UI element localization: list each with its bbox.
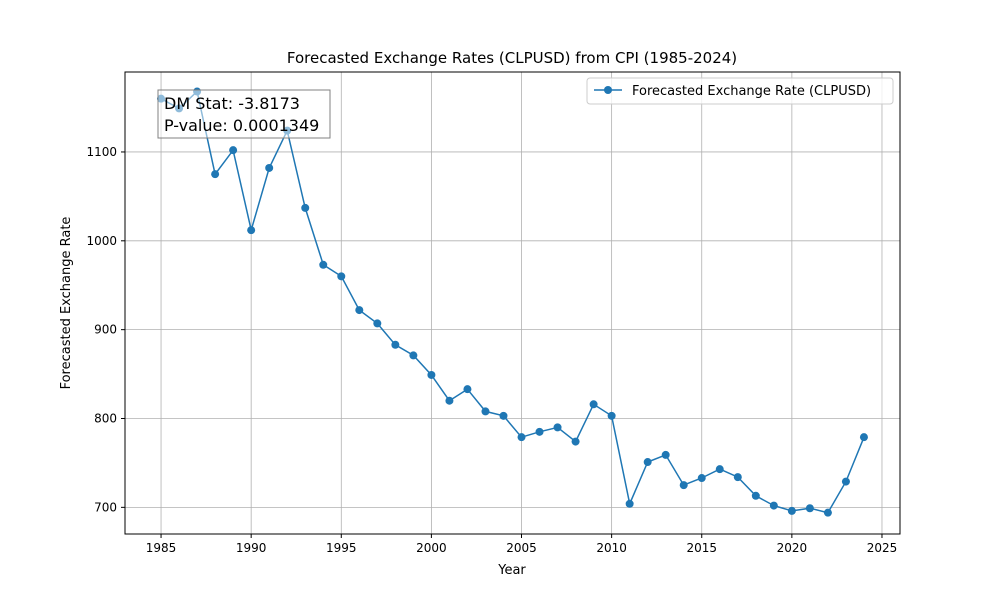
data-point bbox=[409, 351, 418, 360]
data-point bbox=[607, 411, 616, 420]
data-point bbox=[751, 491, 760, 500]
y-tick-label: 700 bbox=[94, 500, 117, 514]
x-tick-label: 2000 bbox=[416, 541, 447, 555]
x-tick-label: 2010 bbox=[596, 541, 627, 555]
data-point bbox=[733, 473, 742, 482]
plot-frame bbox=[124, 71, 901, 535]
x-tick-label: 1990 bbox=[236, 541, 267, 555]
x-tick-label: 2005 bbox=[506, 541, 537, 555]
legend-box bbox=[586, 77, 894, 105]
data-point bbox=[481, 407, 490, 416]
series-line bbox=[160, 90, 865, 514]
data-point bbox=[679, 481, 688, 490]
data-point bbox=[715, 465, 724, 474]
x-tick-label: 1995 bbox=[326, 541, 357, 555]
y-tick-label: 1100 bbox=[86, 145, 117, 159]
data-point bbox=[463, 385, 472, 394]
data-point bbox=[625, 499, 634, 508]
y-tick-label: 1000 bbox=[86, 234, 117, 248]
legend-label: Forecasted Exchange Rate (CLPUSD) bbox=[632, 84, 871, 99]
data-point bbox=[553, 423, 562, 432]
data-point bbox=[661, 450, 670, 459]
data-point bbox=[391, 340, 400, 349]
y-tick-label: 900 bbox=[94, 323, 117, 337]
chart-title: Forecasted Exchange Rates (CLPUSD) from … bbox=[287, 49, 737, 67]
data-point bbox=[769, 501, 778, 510]
grid bbox=[125, 72, 900, 534]
data-point bbox=[319, 260, 328, 269]
data-point bbox=[643, 458, 652, 467]
data-point bbox=[823, 508, 832, 517]
annotation-box bbox=[157, 89, 331, 139]
x-tick-label: 1985 bbox=[146, 541, 177, 555]
data-point bbox=[445, 396, 454, 405]
stats-annotation: DM Stat: -3.8173 P-value: 0.0001349 bbox=[157, 89, 331, 139]
y-axis-label: Forecasted Exchange Rate bbox=[59, 217, 74, 390]
data-point bbox=[355, 306, 364, 315]
data-point bbox=[697, 474, 706, 483]
data-point bbox=[337, 272, 346, 281]
x-tick-label: 2025 bbox=[867, 541, 898, 555]
data-point bbox=[427, 370, 436, 379]
data-point bbox=[211, 170, 220, 179]
data-point bbox=[859, 433, 868, 442]
data-point bbox=[247, 226, 256, 235]
axis-ticks: 1985 1990 1995 2000 2005 2010 2015 2020 2025 700 8… bbox=[86, 145, 897, 555]
data-point bbox=[805, 504, 814, 513]
p-value-text: P-value: 0.0001349 bbox=[164, 116, 319, 135]
data-point bbox=[535, 427, 544, 436]
data-point bbox=[841, 477, 850, 486]
data-point bbox=[265, 163, 274, 172]
y-tick-label: 800 bbox=[94, 412, 117, 426]
data-point bbox=[499, 411, 508, 420]
data-point bbox=[571, 437, 580, 446]
series-layer bbox=[157, 87, 868, 517]
x-tick-label: 2020 bbox=[777, 541, 808, 555]
data-point bbox=[589, 400, 598, 409]
data-point bbox=[517, 433, 526, 442]
x-tick-label: 2015 bbox=[686, 541, 717, 555]
legend: Forecasted Exchange Rate (CLPUSD) bbox=[586, 77, 894, 105]
dm-stat-text: DM Stat: -3.8173 bbox=[164, 94, 300, 113]
data-point bbox=[229, 146, 238, 155]
data-point bbox=[301, 203, 310, 212]
data-point bbox=[787, 506, 796, 515]
legend-marker-swatch bbox=[604, 86, 612, 94]
data-point bbox=[373, 319, 382, 328]
x-axis-label: Year bbox=[497, 563, 526, 578]
